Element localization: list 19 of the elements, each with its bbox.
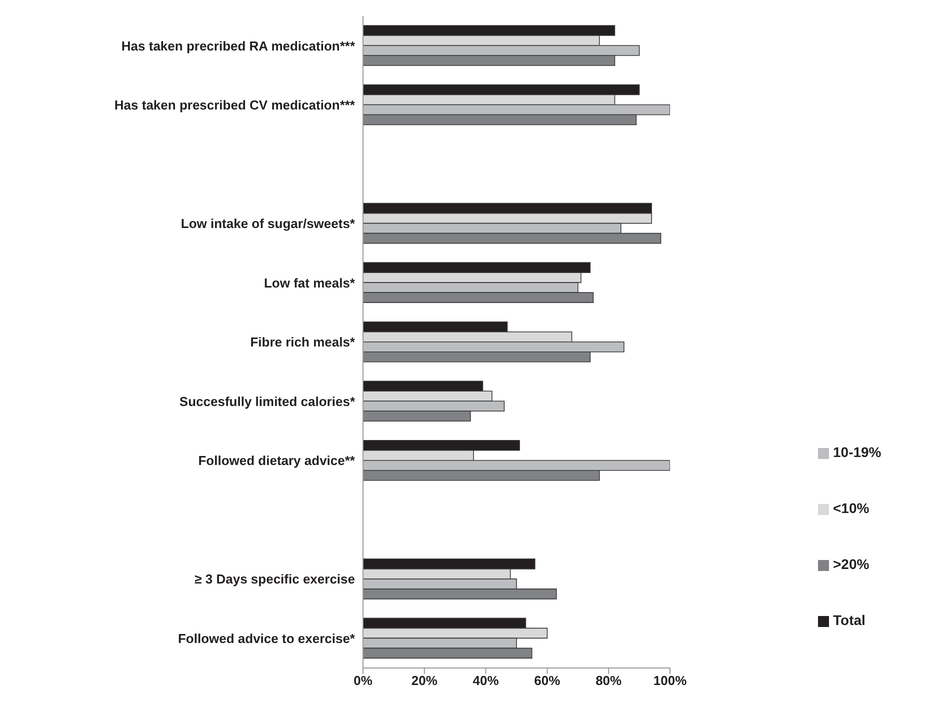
y-tick-label: Followed dietary advice** bbox=[198, 453, 356, 468]
x-tick-label: 80% bbox=[596, 673, 622, 688]
y-tick-label: Fibre rich meals* bbox=[250, 334, 356, 350]
x-tick-label: 0% bbox=[354, 673, 373, 688]
legend-label: >20% bbox=[833, 556, 870, 572]
y-tick-label: Has taken precribed RA medication*** bbox=[121, 38, 356, 54]
legend-label: 10-19% bbox=[833, 444, 882, 460]
y-tick-label: Followed advice to exercise* bbox=[178, 630, 356, 646]
legend-label: <10% bbox=[833, 500, 870, 516]
y-tick-label: Has taken prescribed CV medication*** bbox=[114, 98, 356, 113]
y-tick-label: Succesfully limited calories* bbox=[179, 394, 356, 409]
y-tick-label: Low fat meals* bbox=[264, 275, 356, 290]
x-tick-label: 40% bbox=[472, 673, 500, 688]
y-tick-label: ≥ 3 Days specific exercise bbox=[194, 572, 355, 587]
x-tick-label: 20% bbox=[411, 673, 438, 688]
y-tick-label: Low intake of sugar/sweets* bbox=[180, 216, 356, 232]
x-tick-label: 60% bbox=[534, 673, 561, 688]
x-tick-label: 100% bbox=[653, 673, 688, 688]
legend-label: Total bbox=[833, 612, 866, 628]
